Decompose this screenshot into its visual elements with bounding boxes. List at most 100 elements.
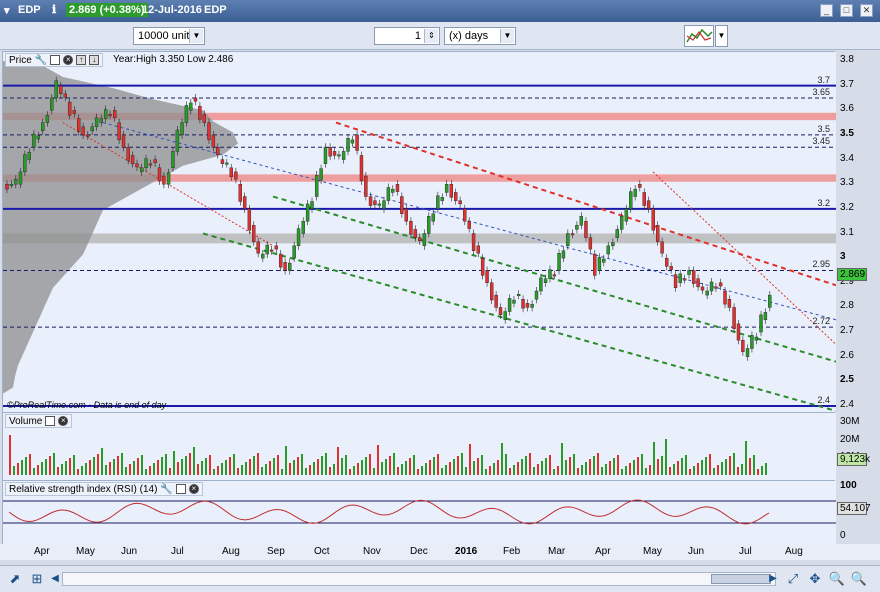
volume-tick-label: 30M	[840, 416, 860, 427]
chart-type-dropdown[interactable]: ▼	[715, 25, 728, 47]
volume-bar	[85, 463, 87, 475]
horizontal-scrollbar[interactable]	[62, 572, 776, 586]
move-down-icon[interactable]: ↓	[89, 55, 100, 65]
quote-date: 12-Jul-2016	[142, 4, 202, 16]
window-icon[interactable]	[45, 416, 56, 426]
volume-bar	[497, 460, 499, 475]
chart-menu-icon[interactable]: ⬈	[9, 571, 21, 586]
volume-bar	[609, 461, 611, 475]
units-select[interactable]: 10000 units ▼	[133, 27, 205, 45]
pan-icon[interactable]: ✥	[809, 571, 821, 586]
time-axis[interactable]: Apr May Jun Jul Aug Sep Oct Nov Dec 2016 Feb Mar Apr…	[0, 544, 880, 560]
window-icon[interactable]	[175, 484, 186, 494]
candle	[72, 110, 77, 114]
move-up-icon[interactable]: ↑	[76, 55, 87, 65]
price-chart[interactable]	[3, 52, 836, 413]
volume-bar	[357, 463, 359, 475]
candle	[678, 273, 682, 283]
rsi-panel[interactable]: Relative strength index (RSI) (14) 🔧 ×	[2, 480, 836, 545]
candle	[557, 253, 561, 271]
price-y-axis[interactable]: 3.8 3.7 3.6 3.5 3.4 3.3 3.2 3.1 3 2.9 2.8 2.7 2.6 2.5…	[835, 51, 880, 412]
volume-bar	[617, 455, 619, 475]
candle	[121, 134, 126, 148]
volume-y-axis[interactable]: 30M20M10M	[835, 412, 880, 480]
window-menu-icon[interactable]: ▾	[4, 5, 10, 17]
candle	[288, 262, 292, 271]
candle	[588, 237, 593, 250]
candle	[202, 114, 207, 123]
symbol-info-icon[interactable]: ℹ	[52, 4, 57, 16]
level-label: 2.95	[812, 259, 830, 270]
candle	[171, 151, 175, 168]
scrollbar-thumb[interactable]	[711, 574, 771, 584]
wrench-icon[interactable]: 🔧	[160, 483, 173, 495]
volume-bar	[449, 462, 451, 475]
volume-panel[interactable]: Volume ×	[2, 412, 836, 481]
volume-bar	[365, 457, 367, 475]
period-unit-select[interactable]: (x) days ▼	[444, 27, 516, 45]
candle	[404, 208, 408, 222]
zoom-out-icon[interactable]: 🔍	[828, 571, 846, 586]
price-tick-label: 3.8	[840, 54, 854, 65]
candle	[768, 294, 772, 308]
zoom-fit-icon[interactable]: ⤢	[787, 571, 799, 586]
volume-bar	[577, 468, 579, 475]
window-icon[interactable]	[50, 55, 61, 65]
month-label: Feb	[503, 546, 521, 557]
volume-bar	[513, 465, 515, 475]
volume-chart[interactable]	[3, 413, 836, 481]
candle	[45, 115, 50, 123]
volume-bar	[765, 463, 767, 475]
zoom-in-icon[interactable]: 🔍	[850, 571, 868, 586]
period-count-stepper[interactable]: 1 ⇕	[374, 27, 440, 45]
candle	[548, 269, 552, 279]
stepper-arrows-icon[interactable]: ⇕	[424, 29, 438, 43]
volume-bar	[537, 464, 539, 475]
candle	[409, 220, 413, 235]
price-panel[interactable]: Price 🔧 × ↑ ↓ Year:High 3.350 Low 2.486 …	[2, 51, 836, 413]
chevron-down-icon[interactable]: ▼	[189, 29, 203, 43]
candle	[660, 241, 664, 254]
level-label: 2.4	[817, 395, 830, 405]
volume-bar	[629, 463, 631, 475]
close-icon[interactable]: ×	[58, 416, 69, 426]
close-icon[interactable]: ×	[63, 55, 74, 65]
volume-bar	[69, 458, 71, 475]
candle	[579, 216, 583, 226]
chevron-down-icon[interactable]: ▼	[500, 29, 514, 43]
volume-bar	[145, 469, 147, 475]
volume-bar	[61, 464, 63, 475]
candle	[23, 154, 27, 173]
volume-bar	[581, 465, 583, 475]
volume-bar	[325, 453, 327, 475]
volume-bar	[57, 467, 59, 475]
minimize-button[interactable]: _	[820, 4, 833, 17]
scroll-left-button[interactable]: ◀	[51, 573, 59, 584]
scroll-right-button[interactable]: ▶	[769, 573, 777, 584]
candle	[633, 188, 637, 197]
volume-bar	[261, 467, 263, 475]
candle	[427, 216, 431, 234]
volume-bar	[193, 447, 195, 475]
close-button[interactable]: ✕	[860, 4, 873, 17]
price-tick-label: 2.7	[840, 325, 854, 337]
volume-bar	[661, 456, 663, 475]
volume-bar	[109, 462, 111, 475]
candle	[494, 294, 498, 308]
wrench-icon[interactable]: 🔧	[34, 54, 48, 66]
chart-type-button[interactable]	[684, 25, 714, 47]
volume-bar	[589, 459, 591, 475]
volume-bar	[93, 457, 95, 475]
candle	[534, 290, 539, 300]
price-tick-label: 3.7	[840, 78, 854, 90]
volume-bar	[717, 465, 719, 475]
candle	[355, 134, 359, 151]
maximize-button[interactable]: □	[840, 4, 853, 17]
candle	[346, 138, 350, 152]
close-icon[interactable]: ×	[188, 484, 199, 494]
add-indicator-icon[interactable]: ⊞	[31, 571, 43, 586]
candle	[521, 299, 525, 309]
volume-bar	[53, 453, 55, 475]
volume-bar	[221, 463, 223, 475]
volume-bar	[181, 459, 183, 475]
